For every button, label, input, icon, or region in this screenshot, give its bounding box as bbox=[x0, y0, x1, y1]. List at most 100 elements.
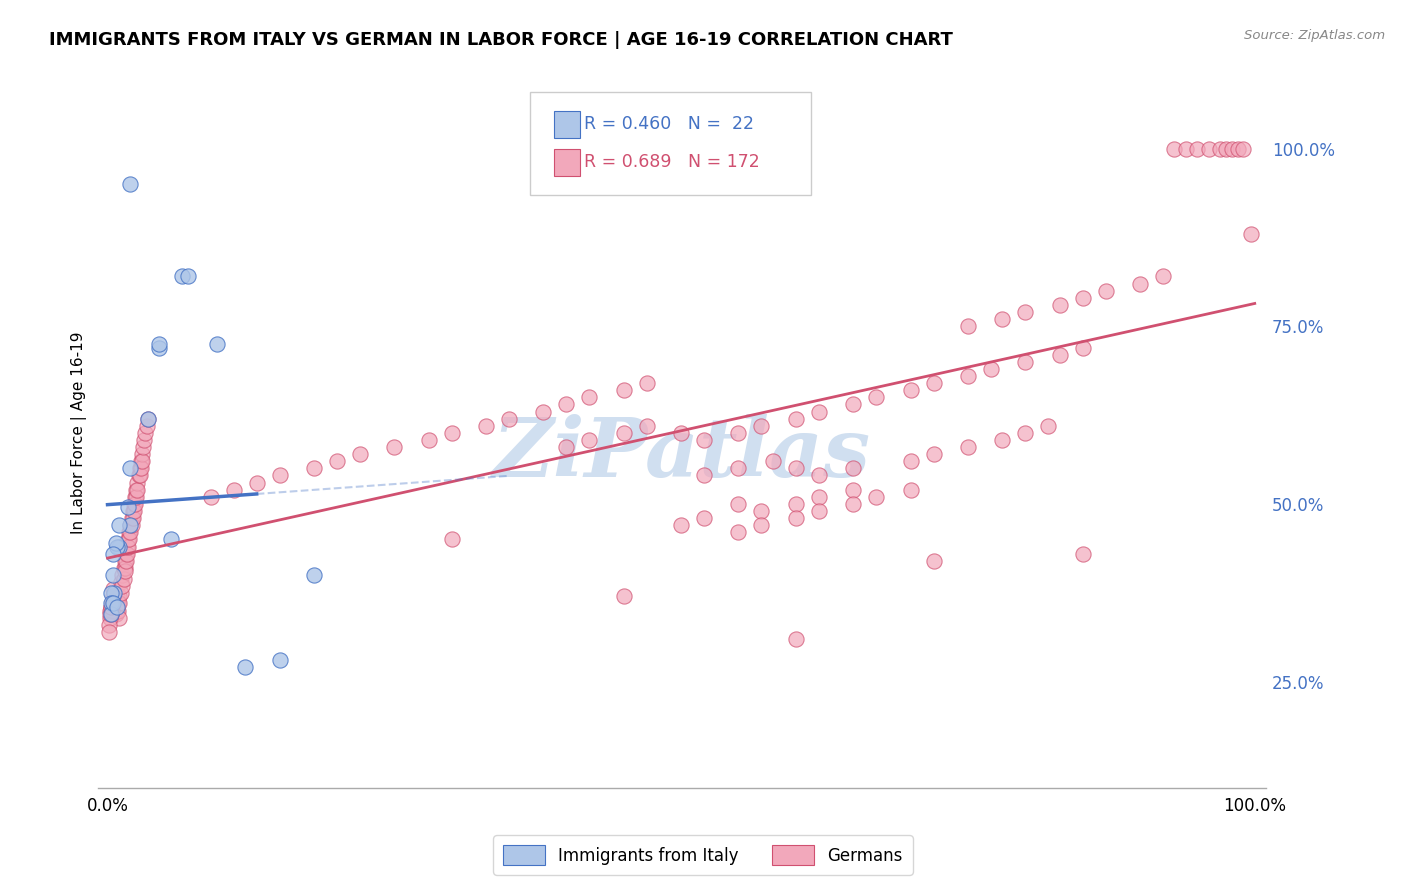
Point bbox=[100, 586, 122, 600]
Point bbox=[727, 425, 749, 440]
Point bbox=[177, 269, 200, 284]
Point bbox=[100, 596, 122, 610]
Point bbox=[842, 497, 865, 511]
Point bbox=[122, 504, 145, 518]
Point bbox=[991, 433, 1014, 447]
Point bbox=[100, 607, 122, 621]
Point bbox=[785, 632, 807, 646]
Point bbox=[669, 518, 692, 533]
Point bbox=[120, 518, 142, 533]
Point bbox=[105, 590, 128, 604]
Point bbox=[128, 468, 150, 483]
Point bbox=[159, 533, 181, 547]
Point bbox=[115, 554, 138, 568]
Point bbox=[108, 610, 131, 624]
Point bbox=[104, 536, 127, 550]
Point bbox=[117, 533, 139, 547]
Point bbox=[105, 603, 128, 617]
Point bbox=[129, 454, 152, 468]
Point bbox=[124, 497, 146, 511]
Point bbox=[104, 607, 127, 621]
Point bbox=[110, 575, 132, 590]
Point bbox=[1163, 142, 1185, 156]
Point bbox=[101, 596, 124, 610]
Point bbox=[865, 490, 887, 504]
Point bbox=[125, 490, 148, 504]
Point bbox=[785, 461, 807, 475]
Point bbox=[842, 397, 865, 411]
Text: ZiPatlas: ZiPatlas bbox=[494, 414, 872, 494]
Point bbox=[1240, 227, 1263, 241]
Point bbox=[200, 490, 222, 504]
Point bbox=[1071, 291, 1094, 305]
Point bbox=[114, 565, 136, 579]
Point bbox=[127, 475, 149, 490]
Point bbox=[693, 433, 716, 447]
Point bbox=[131, 454, 153, 468]
Point bbox=[100, 607, 122, 621]
Point bbox=[108, 518, 131, 533]
Bar bbox=[554, 111, 579, 138]
Point bbox=[785, 411, 807, 425]
Point bbox=[118, 525, 141, 540]
Point bbox=[1014, 425, 1036, 440]
Point bbox=[115, 540, 138, 554]
Point bbox=[98, 610, 121, 624]
Point bbox=[103, 582, 125, 597]
Point bbox=[555, 440, 578, 454]
Point bbox=[1014, 355, 1036, 369]
Point bbox=[613, 590, 636, 604]
Point bbox=[956, 319, 979, 334]
Point bbox=[498, 411, 520, 425]
Point bbox=[693, 468, 716, 483]
Point bbox=[900, 383, 922, 397]
Point bbox=[1226, 142, 1249, 156]
Point bbox=[108, 590, 131, 604]
Point bbox=[148, 341, 170, 355]
Point bbox=[693, 511, 716, 525]
Point bbox=[807, 404, 830, 418]
Point bbox=[418, 433, 440, 447]
Point bbox=[1129, 277, 1152, 291]
Point bbox=[107, 596, 129, 610]
Point bbox=[1187, 142, 1209, 156]
Point bbox=[302, 461, 325, 475]
Point bbox=[349, 447, 371, 461]
Point bbox=[110, 586, 132, 600]
Point bbox=[124, 490, 146, 504]
Point bbox=[98, 603, 121, 617]
Point bbox=[120, 525, 142, 540]
Point bbox=[128, 468, 150, 483]
Point bbox=[122, 497, 145, 511]
Point bbox=[98, 607, 121, 621]
Point bbox=[302, 568, 325, 582]
Point bbox=[382, 440, 405, 454]
Text: IMMIGRANTS FROM ITALY VS GERMAN IN LABOR FORCE | AGE 16-19 CORRELATION CHART: IMMIGRANTS FROM ITALY VS GERMAN IN LABOR… bbox=[49, 31, 953, 49]
Point bbox=[97, 617, 120, 632]
Text: R = 0.460   N =  22: R = 0.460 N = 22 bbox=[583, 115, 754, 133]
Point bbox=[440, 533, 463, 547]
Point bbox=[991, 312, 1014, 326]
Point bbox=[118, 533, 141, 547]
Point bbox=[101, 603, 124, 617]
Point bbox=[1014, 305, 1036, 319]
Point bbox=[103, 590, 125, 604]
Point bbox=[121, 518, 143, 533]
Point bbox=[900, 483, 922, 497]
Point bbox=[785, 511, 807, 525]
Point bbox=[956, 440, 979, 454]
Point bbox=[117, 500, 139, 515]
Point bbox=[1049, 348, 1071, 362]
Point bbox=[103, 547, 125, 561]
Point bbox=[97, 624, 120, 639]
Point bbox=[108, 596, 131, 610]
Point bbox=[1152, 269, 1174, 284]
Point bbox=[1215, 142, 1237, 156]
Point bbox=[669, 425, 692, 440]
Point bbox=[842, 483, 865, 497]
Point bbox=[613, 425, 636, 440]
Point bbox=[751, 518, 773, 533]
Point bbox=[1094, 284, 1116, 298]
Point bbox=[136, 411, 159, 425]
Point bbox=[111, 568, 134, 582]
